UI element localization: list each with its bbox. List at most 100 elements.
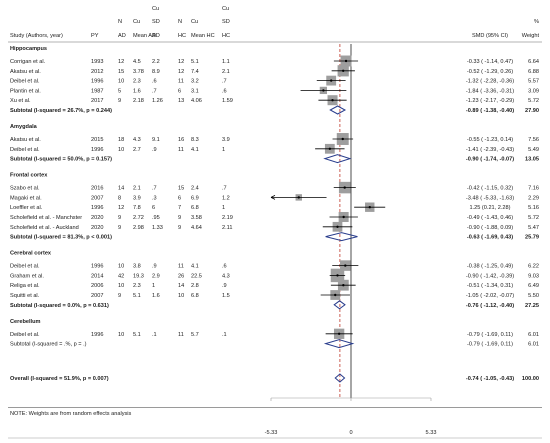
study-mean-hc: 7.4	[191, 69, 199, 75]
study-sd-hc: 1.5	[222, 293, 230, 299]
study-n-ad: 9	[118, 98, 121, 104]
study-label: Xu et al.	[10, 98, 31, 104]
study-label: Deibel et al.	[10, 264, 40, 270]
study-year: 1996	[91, 332, 103, 338]
study-sd-ad: 1	[152, 283, 155, 289]
study-smd-ci: -0.55 ( -1.23, 0.14)	[467, 137, 513, 143]
study-weight: 5.72	[528, 215, 539, 221]
study-n-ad: 18	[118, 137, 124, 143]
study-point	[342, 215, 345, 219]
ci-arrow	[270, 195, 276, 200]
study-sd-ad: 1.33	[152, 225, 163, 231]
study-sd-ad: .9	[152, 264, 157, 270]
study-smd-ci: -1.84 ( -3.36, -0.31)	[466, 88, 514, 94]
study-n-hc: 9	[178, 215, 181, 221]
study-label: Squitti et al.	[10, 293, 40, 299]
study-smd-ci: -0.51 ( -1.34, 0.31)	[467, 283, 513, 289]
study-sd-hc: 1.1	[222, 59, 230, 65]
study-weight: 6.64	[528, 59, 539, 65]
study-mean-ad: 3.9	[133, 195, 141, 201]
study-label: Loeffler et al.	[10, 205, 43, 211]
study-mean-ad: 4.3	[133, 137, 141, 143]
header-sd-hc: SD	[222, 19, 230, 25]
study-weight: 3.09	[528, 88, 539, 94]
subtotal-diamond	[323, 154, 352, 164]
subtotal-label: Subtotal (I-squared = 26.7%, p = 0.244)	[10, 108, 112, 114]
study-sd-hc: .9	[222, 283, 227, 289]
group-title: Cerebellum	[10, 319, 40, 325]
study-mean-hc: 4.64	[191, 225, 202, 231]
study-n-hc: 11	[178, 332, 184, 338]
overall-label: Overall (I-squared = 51.9%, p = 0.007)	[10, 376, 109, 382]
subtotal-weight: 13.05	[525, 157, 539, 163]
study-mean-ad: 2.72	[133, 215, 144, 221]
study-smd-ci: -1.23 ( -2.17, -0.29)	[466, 98, 514, 104]
study-year: 2015	[91, 137, 103, 143]
study-point	[336, 274, 339, 277]
study-label: Scholefield et al. - Manchster	[10, 215, 82, 221]
study-weight: 5.47	[528, 225, 539, 231]
study-weight: 5.72	[528, 98, 539, 104]
study-mean-hc: 3.58	[191, 215, 202, 221]
study-sd-hc: 3.9	[222, 137, 230, 143]
group-title: Cerebral cortex	[10, 251, 52, 257]
subtotal-label: Subtotal (I-squared = .%, p = .)	[10, 342, 87, 348]
study-sd-ad: 8.9	[152, 69, 160, 75]
study-n-ad: 9	[118, 225, 121, 231]
study-point	[322, 89, 325, 92]
overall-smd-ci: -0.74 ( -1.05, -0.43)	[466, 376, 514, 382]
study-smd-ci: -0.42 ( -1.15, 0.32)	[467, 186, 513, 192]
header-n-ad: AD	[118, 33, 126, 39]
study-point	[297, 196, 300, 199]
study-label: Scholefield et al. - Auckland	[10, 225, 79, 231]
subtotal-label: Subtotal (I-squared = 50.0%, p = 0.157)	[10, 157, 112, 163]
study-n-ad: 12	[118, 205, 124, 211]
study-label: Corrigan et al.	[10, 59, 46, 65]
study-year: 2014	[91, 273, 103, 279]
header-weight: Weight	[522, 33, 540, 39]
study-label: Deibel et al.	[10, 147, 40, 153]
study-point	[334, 293, 337, 297]
group-title: Amygdala	[10, 124, 38, 130]
study-sd-hc: 2.19	[222, 215, 233, 221]
study-n-ad: 10	[118, 332, 124, 338]
study-sd-hc: .6	[222, 88, 227, 94]
study-n-hc: 11	[178, 147, 184, 153]
study-sd-hc: .7	[222, 186, 227, 192]
study-n-hc: 26	[178, 273, 184, 279]
study-sd-ad: 2.2	[152, 59, 160, 65]
study-label: Akatsu et al.	[10, 69, 41, 75]
study-label: Magaki et al.	[10, 195, 42, 201]
study-year: 2016	[91, 186, 103, 192]
study-year: 2007	[91, 293, 103, 299]
header-sd-hc: HC	[222, 33, 230, 39]
study-year: 2017	[91, 98, 103, 104]
study-weight: 6.88	[528, 69, 539, 75]
study-mean-ad: 2.3	[133, 283, 141, 289]
header-sd-ad: SD	[152, 19, 160, 25]
study-smd-ci: -1.32 ( -2.28, -0.36)	[466, 79, 514, 85]
study-label: Graham et al.	[10, 273, 44, 279]
study-n-hc: 6	[178, 195, 181, 201]
study-n-ad: 10	[118, 264, 124, 270]
study-point	[336, 225, 339, 228]
header-mean-ad: Cu	[133, 19, 140, 25]
study-weight: 5.16	[528, 205, 539, 211]
study-n-hc: 11	[178, 79, 184, 85]
overall-diamond	[334, 373, 346, 383]
study-sd-ad: .9	[152, 147, 157, 153]
study-n-hc: 14	[178, 283, 184, 289]
study-point	[331, 99, 334, 102]
study-weight: 5.50	[528, 293, 539, 299]
study-weight: 5.49	[528, 147, 539, 153]
study-sd-ad: .1	[152, 332, 157, 338]
study-n-ad: 12	[118, 59, 124, 65]
study-label: Deibel et al.	[10, 79, 40, 85]
header-sd-ad: AD	[152, 33, 160, 39]
subtotal-smd-ci: -0.79 ( -1.69, 0.11)	[467, 342, 513, 348]
study-mean-hc: 2.4	[191, 186, 199, 192]
study-n-hc: 15	[178, 186, 184, 192]
study-smd-ci: -1.05 ( -2.02, -0.07)	[466, 293, 514, 299]
study-point	[329, 79, 333, 82]
study-mean-ad: 2.98	[133, 225, 144, 231]
